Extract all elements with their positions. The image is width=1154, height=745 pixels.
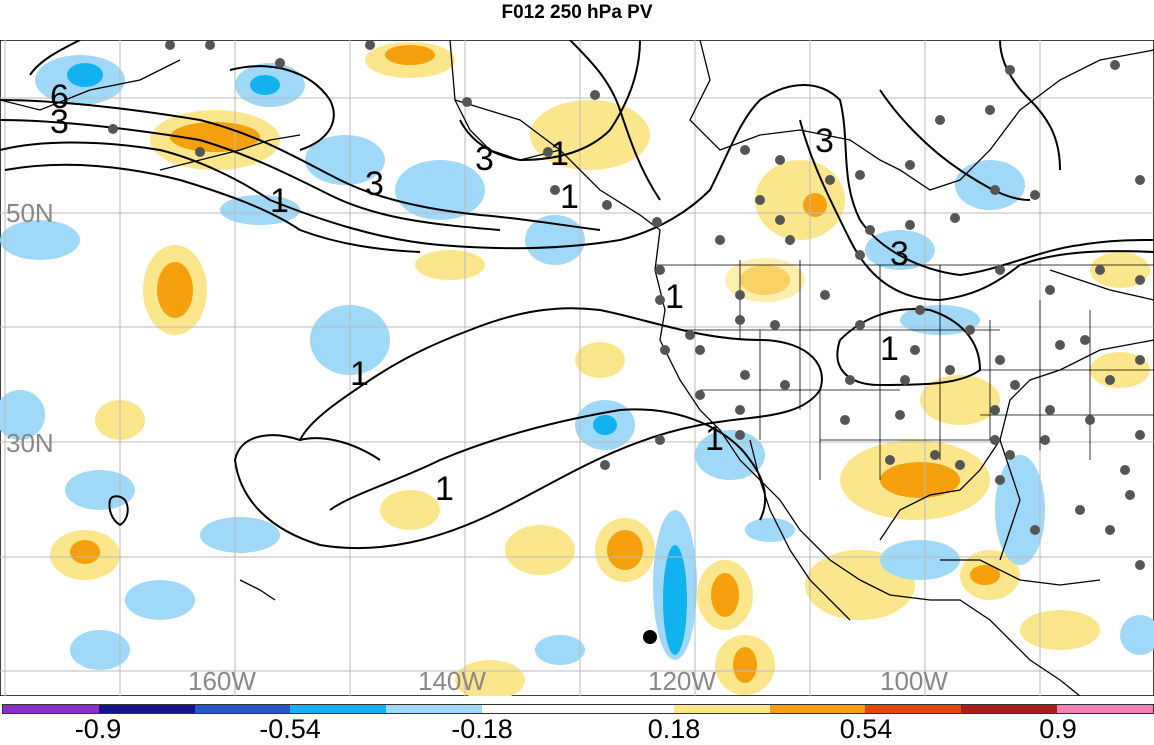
contour-label: 1 [560, 178, 579, 216]
contour-label: 3 [365, 165, 384, 203]
colorbar-label: 0.18 [647, 714, 701, 744]
colorbar-swatch [290, 705, 387, 713]
colorbar-swatch [577, 705, 674, 713]
colorbar-swatch [769, 705, 866, 713]
colorbar-swatch [673, 705, 770, 713]
lon-label-100w: 100W [880, 666, 948, 696]
contour-label: 1 [350, 355, 369, 393]
colorbar-swatch [386, 705, 483, 713]
contour-label: 1 [270, 182, 289, 220]
contour-label: 3 [50, 103, 69, 141]
map-title: F012 250 hPa PV [501, 2, 653, 23]
contour-label: 1 [665, 278, 684, 316]
contour-label: 6 [50, 78, 69, 116]
contour-label: 1 [435, 470, 454, 508]
lon-label-140w: 140W [418, 666, 486, 696]
colorbar-label: 0.54 [839, 714, 893, 744]
station-dots [108, 40, 1145, 570]
colorbar-swatch [3, 705, 99, 713]
contour-label: 1 [705, 420, 724, 458]
colorbar-swatch [482, 705, 578, 713]
positive-pv-anomaly-shading [50, 42, 1150, 696]
colorbar-swatch [1057, 705, 1153, 713]
contour-label: 3 [890, 235, 909, 273]
pv-contours [0, 40, 1154, 550]
lon-label-120w: 120W [648, 666, 716, 696]
colorbar [2, 704, 1154, 714]
contour-label: 3 [815, 122, 834, 160]
storm-center-marker [643, 630, 657, 644]
contour-label: 1 [550, 135, 569, 173]
lon-label-160w: 160W [188, 666, 256, 696]
contour-labels: 6 3 3 1 3 1 1 3 1 1 1 1 3 1 [50, 78, 909, 508]
state-borders [655, 260, 1154, 480]
map-panel: 6 3 3 1 3 1 1 3 1 1 1 1 3 1 [0, 40, 1154, 696]
lat-label-30n: 30N [6, 428, 54, 458]
contour-label: 1 [880, 330, 899, 368]
colorbar-label: -0.18 [451, 714, 513, 744]
colorbar-label: -0.54 [259, 714, 321, 744]
colorbar-labels: -0.9 -0.54 -0.18 0.18 0.54 0.9 [0, 714, 1154, 744]
lat-label-50n: 50N [6, 198, 54, 228]
contour-label: 3 [475, 140, 494, 178]
colorbar-swatch [961, 705, 1058, 713]
colorbar-label: -0.9 [74, 714, 122, 744]
colorbar-swatch [194, 705, 291, 713]
colorbar-label: 0.9 [1039, 714, 1077, 744]
colorbar-swatch [98, 705, 195, 713]
colorbar-swatch [865, 705, 962, 713]
